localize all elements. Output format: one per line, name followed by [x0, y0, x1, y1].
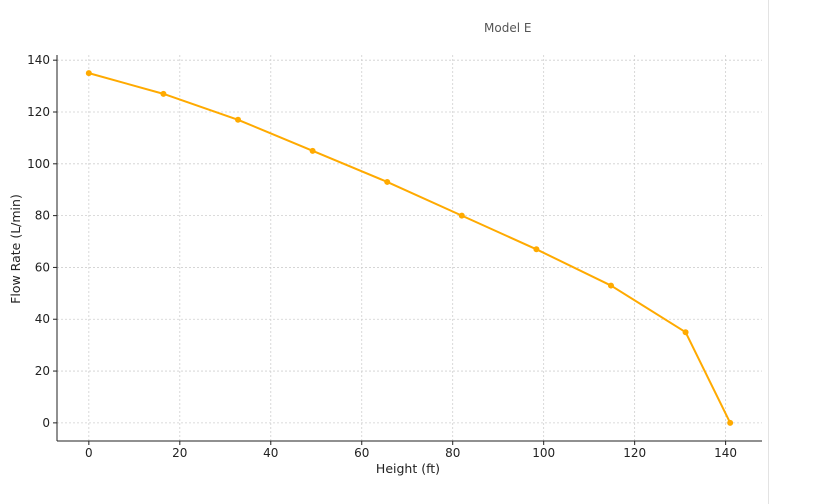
y-tick-label: 100 [27, 157, 50, 171]
y-tick-label: 140 [27, 53, 50, 67]
y-tick-label: 120 [27, 105, 50, 119]
y-tick-label: 80 [35, 209, 50, 223]
y-tick-label: 40 [35, 312, 50, 326]
y-tick-label: 0 [42, 416, 50, 430]
data-point [160, 90, 167, 97]
x-axis-ticks: 0 20 40 60 80 100 120 140 [85, 441, 737, 460]
series-line [88, 72, 732, 424]
y-axis-ticks: 0 20 40 60 80 100 120 140 [27, 53, 57, 430]
grid-lines [57, 55, 762, 441]
x-tick-label: 80 [445, 446, 460, 460]
data-point [85, 70, 92, 77]
series-group [85, 70, 734, 426]
axes [56, 55, 762, 442]
data-point [309, 147, 316, 154]
y-tick-label: 20 [35, 364, 50, 378]
y-tick-label: 60 [35, 260, 50, 274]
data-point [533, 246, 540, 253]
x-tick-label: 140 [714, 446, 737, 460]
x-tick-label: 100 [532, 446, 555, 460]
chart-title: Model E [484, 21, 532, 35]
x-tick-label: 120 [623, 446, 646, 460]
x-tick-label: 60 [354, 446, 369, 460]
data-point [235, 116, 242, 123]
x-tick-label: 0 [85, 446, 93, 460]
x-axis-label: Height (ft) [376, 461, 440, 476]
x-tick-label: 40 [263, 446, 278, 460]
data-point [607, 282, 614, 289]
data-point [727, 419, 734, 426]
data-point [384, 178, 391, 185]
data-point [458, 212, 465, 219]
y-axis-label: Flow Rate (L/min) [8, 194, 23, 304]
data-point [682, 329, 689, 336]
x-tick-label: 20 [172, 446, 187, 460]
